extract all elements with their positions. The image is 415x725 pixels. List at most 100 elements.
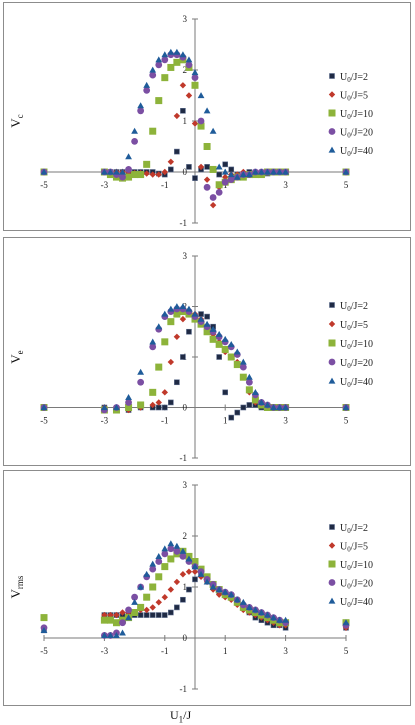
chart-panel-vrms: -5 -3 -1 1 3 5 3 2 1 0 -1 Vrms U0/J=2 U0/J=5 U0/J=10 U0… <box>3 470 411 706</box>
legend-label: U0/J=2 <box>340 72 368 84</box>
data-point <box>161 74 169 82</box>
data-point <box>197 163 205 171</box>
data-point <box>167 545 175 553</box>
data-point <box>209 194 217 201</box>
data-point <box>179 82 187 89</box>
data-point <box>112 619 120 627</box>
data-point <box>149 565 157 573</box>
data-point <box>282 404 289 411</box>
data-point <box>192 175 198 181</box>
data-point <box>191 69 199 76</box>
x-tick-label: 3 <box>283 180 288 190</box>
data-point <box>215 586 223 593</box>
data-point <box>264 168 271 175</box>
data-point <box>125 173 133 181</box>
data-point <box>180 108 186 114</box>
data-point <box>143 570 151 577</box>
data-point <box>119 168 126 175</box>
data-point <box>203 176 211 183</box>
data-point <box>113 632 120 639</box>
data-point <box>264 401 271 408</box>
data-point <box>246 402 253 408</box>
data-point <box>162 404 168 411</box>
data-point <box>137 401 145 409</box>
data-point <box>233 348 241 355</box>
y-tick-label: 2 <box>183 65 188 75</box>
data-point <box>179 51 187 58</box>
legend-marker <box>328 109 336 117</box>
x-tick-label: -3 <box>101 180 109 190</box>
data-point <box>191 74 199 82</box>
data-point <box>197 117 205 125</box>
data-point <box>276 616 283 623</box>
series-u0-j-40 <box>40 48 350 180</box>
data-point <box>155 553 163 559</box>
data-point <box>276 168 283 175</box>
data-point <box>143 612 150 618</box>
data-point <box>149 612 156 618</box>
data-point <box>252 606 259 613</box>
data-point <box>203 183 211 191</box>
data-point <box>221 588 229 595</box>
y-tick-label: -1 <box>180 453 188 463</box>
data-point <box>227 353 235 361</box>
chart-ve: -5-3-11353210-1VeU0/J=2U0/J=5U0/J=10U0/J… <box>8 251 373 463</box>
x-tick-label: -1 <box>161 180 169 190</box>
data-point <box>168 609 174 616</box>
data-point <box>107 168 114 175</box>
data-point <box>270 404 277 411</box>
data-point <box>221 335 229 342</box>
data-point <box>221 168 229 175</box>
x-tick-label: 1 <box>223 646 228 656</box>
legend-label: U0/J=2 <box>340 301 368 313</box>
data-point <box>204 164 210 170</box>
data-point <box>149 171 156 178</box>
data-point <box>131 609 139 616</box>
legend-label: U0/J=10 <box>340 109 373 121</box>
legend-label: U0/J=10 <box>340 339 373 351</box>
legend-label: U0/J=40 <box>340 597 373 609</box>
data-point <box>215 163 223 170</box>
data-point <box>179 553 187 560</box>
data-point <box>239 598 247 605</box>
x-tick-label: -1 <box>161 646 169 656</box>
legend-marker <box>328 597 336 604</box>
y-tick-label: 0 <box>183 403 188 413</box>
data-point <box>216 354 222 360</box>
data-point <box>234 409 241 416</box>
data-point <box>264 611 271 618</box>
data-point <box>137 102 145 109</box>
data-point <box>168 399 174 406</box>
data-point <box>203 320 211 327</box>
data-point <box>107 632 114 639</box>
data-point <box>270 614 277 621</box>
data-point <box>131 171 139 179</box>
data-point <box>173 112 181 120</box>
data-point <box>233 173 241 180</box>
data-point <box>209 325 217 332</box>
data-point <box>240 404 247 411</box>
legend-label: U0/J=5 <box>340 91 368 103</box>
data-point <box>179 303 187 310</box>
data-point <box>204 313 210 320</box>
data-point <box>155 61 163 69</box>
data-point <box>125 153 132 160</box>
series-u0-j-40 <box>40 540 350 639</box>
legend-label: U0/J=20 <box>340 128 373 140</box>
y-tick-label: 3 <box>183 480 188 490</box>
data-point <box>161 51 169 58</box>
data-point <box>167 158 175 165</box>
y-tick-label: 1 <box>183 116 188 126</box>
legend-marker <box>328 358 336 366</box>
x-tick-label: -5 <box>40 646 48 656</box>
data-point <box>239 171 247 178</box>
data-point <box>149 560 157 567</box>
data-point <box>239 373 247 381</box>
data-point <box>191 120 199 127</box>
data-point <box>245 171 253 178</box>
x-tick-label: -3 <box>101 416 109 426</box>
data-point <box>197 315 205 322</box>
data-point <box>258 168 265 175</box>
legend-marker <box>328 146 336 153</box>
data-point <box>197 122 205 130</box>
